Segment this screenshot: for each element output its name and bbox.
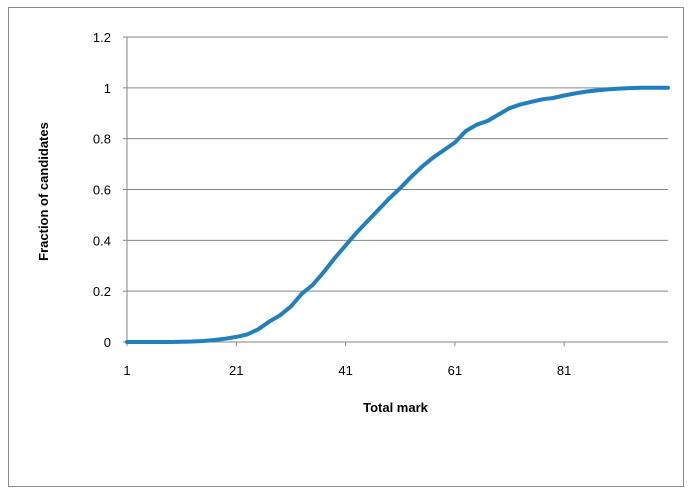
y-tick-label-3: 0.6: [93, 183, 111, 198]
y-tick-label-5: 1: [104, 81, 111, 96]
x-tick-label-2: 41: [338, 363, 352, 378]
x-tick-label-1: 21: [229, 363, 243, 378]
y-tick-label-2: 0.4: [93, 233, 111, 248]
series-line-0: [125, 85, 670, 344]
y-tick-labels: 0 0.2 0.4 0.6 0.8 1 1.2: [93, 30, 111, 350]
x-tick-label-3: 61: [448, 363, 462, 378]
x-tick-labels: 1 21 41 61 81: [123, 363, 571, 378]
x-tick-label-0: 1: [123, 363, 130, 378]
y-tick-label-4: 0.8: [93, 132, 111, 147]
y-tick-label-6: 1.2: [93, 30, 111, 45]
x-axis-title: Total mark: [363, 400, 429, 415]
gridlines: [127, 36, 668, 292]
x-tick-label-4: 81: [557, 363, 571, 378]
y-tick-label-1: 0.2: [93, 284, 111, 299]
series-group: [125, 85, 670, 344]
y-axis-title: Fraction of candidates: [36, 122, 51, 261]
y-tick-label-0: 0: [104, 335, 111, 350]
